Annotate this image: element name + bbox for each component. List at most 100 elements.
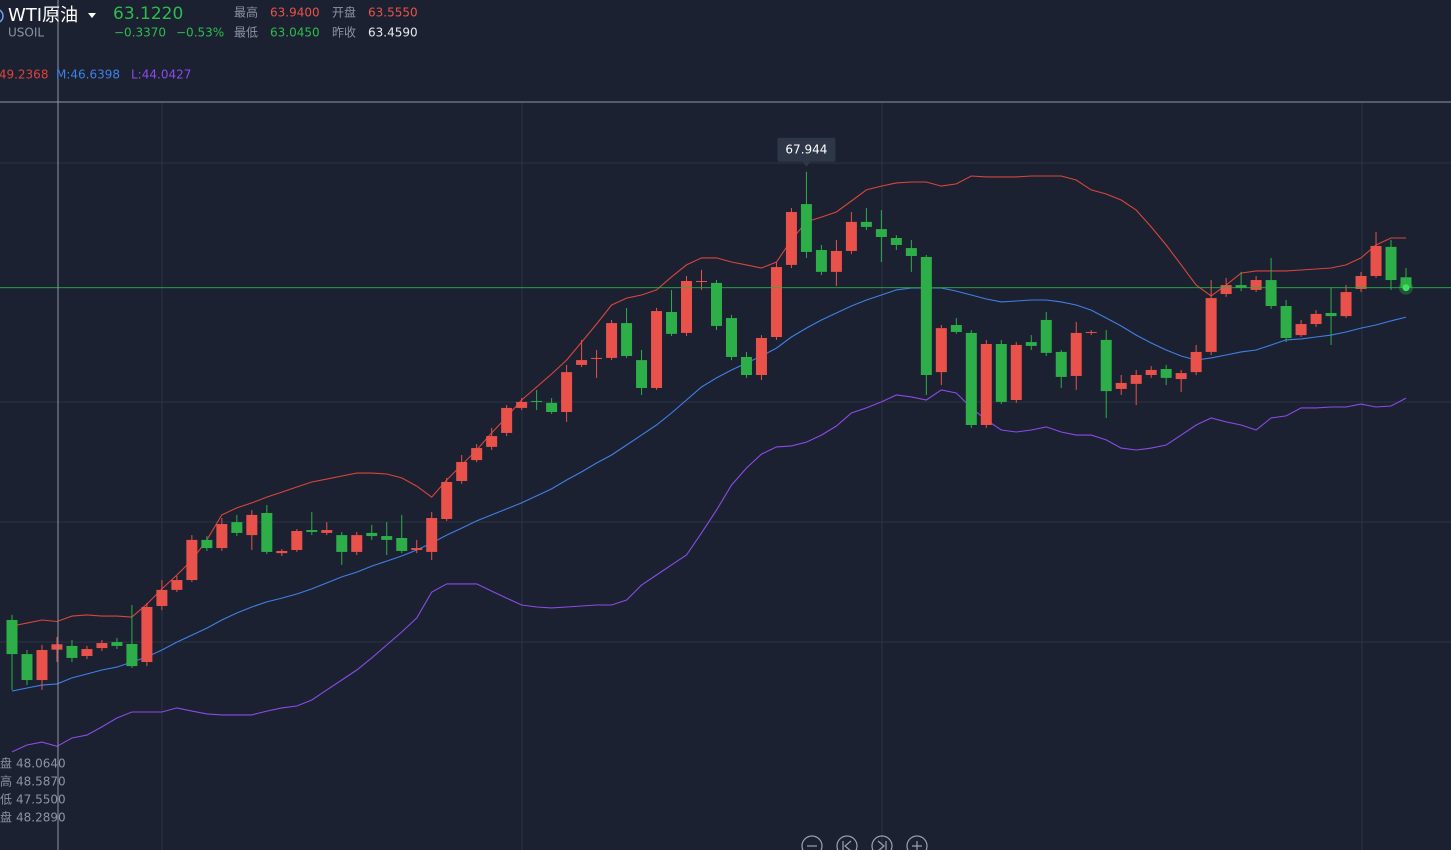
annotation-text: 67.944 <box>785 142 827 156</box>
candle-body <box>126 643 138 667</box>
candle-body <box>576 360 588 365</box>
candle-body <box>456 462 468 482</box>
zoom-controls <box>801 835 928 850</box>
candle-body <box>426 518 438 552</box>
candle-body <box>905 248 917 257</box>
candle-body <box>1235 285 1247 288</box>
candle-body <box>1400 277 1412 288</box>
candle-body <box>1145 369 1157 375</box>
candle-body <box>366 532 378 537</box>
band-line <box>11 389 1407 753</box>
candle-body <box>231 522 243 533</box>
candle-body <box>246 514 258 536</box>
info-value: 48.5870 <box>16 775 66 789</box>
candle-body <box>770 267 782 338</box>
candle-body <box>1130 375 1142 384</box>
candle-body <box>396 537 408 551</box>
candle-body <box>351 535 363 552</box>
candle-body <box>710 282 722 326</box>
candle-body <box>1220 285 1232 294</box>
candle-body <box>261 512 273 552</box>
stat-label: 开盘 <box>332 5 356 20</box>
zoom-out[interactable] <box>801 835 823 850</box>
candle-body <box>1115 382 1127 389</box>
candle-body <box>36 650 48 681</box>
candle-body <box>276 550 288 554</box>
candle-body <box>171 580 183 590</box>
candle-body <box>321 530 333 533</box>
candle-body <box>1085 331 1097 333</box>
candle-body <box>411 548 423 550</box>
candle-body <box>1280 306 1292 338</box>
annotation-box <box>777 137 836 162</box>
candle-body <box>201 539 213 549</box>
candle-body <box>950 325 962 332</box>
candle-body <box>1385 246 1397 281</box>
plot: 67.944 <box>0 137 1451 753</box>
go-end[interactable] <box>871 835 893 850</box>
candle-body <box>516 401 528 408</box>
candle-body <box>755 337 767 375</box>
header: WTI原油 USOIL 63.1220 −0.3370 −0.53% 最高 63… <box>0 4 418 40</box>
go-end-icon <box>877 840 887 850</box>
stat-value: 63.5550 <box>368 6 418 20</box>
candle-body <box>621 323 633 357</box>
candle-body <box>51 644 63 650</box>
candle-body <box>636 360 648 388</box>
go-start-icon <box>842 840 852 850</box>
candle-body <box>381 536 393 540</box>
candle-body <box>725 318 737 357</box>
candle-body <box>1040 319 1052 353</box>
candle-body <box>1310 313 1322 325</box>
candle-body <box>860 221 872 227</box>
info-value: 47.5500 <box>16 793 66 807</box>
candle-body <box>486 436 498 447</box>
candle-body <box>531 400 543 402</box>
symbol-code: USOIL <box>8 26 44 40</box>
band-line <box>11 175 1406 627</box>
candle-body <box>111 642 123 646</box>
grid <box>0 102 1451 850</box>
dropdown-arrow[interactable] <box>88 13 96 18</box>
crosshair-info: 开盘 48.0640 最高 48.5870 最低 47.5500 收盘 48.2… <box>0 756 66 825</box>
zoom-in[interactable] <box>906 835 928 850</box>
candle-body <box>980 343 992 425</box>
candle-body <box>216 524 228 549</box>
info-label: 最高 <box>0 774 12 789</box>
candle-body <box>501 407 513 433</box>
candle-body <box>1205 298 1217 352</box>
candle-body <box>1055 351 1067 377</box>
candle-body <box>291 531 303 550</box>
change: −0.3370 <box>114 26 166 40</box>
zoom-in-icon <box>912 841 922 850</box>
indicator-upper: U:49.2368 <box>0 68 48 82</box>
candle-body <box>875 229 887 238</box>
candle-body <box>1160 368 1172 378</box>
candle-body <box>96 643 108 649</box>
symbol[interactable]: WTI原油 <box>8 5 78 26</box>
candle-body <box>1010 344 1022 400</box>
candle-body <box>935 328 947 373</box>
go-start[interactable] <box>836 835 858 850</box>
stat-value: 63.9400 <box>270 6 320 20</box>
candle-body <box>1250 280 1262 290</box>
candle-body <box>696 281 708 283</box>
indicator-lower: L:44.0427 <box>131 68 191 82</box>
candle-body <box>21 654 33 681</box>
info-value: 48.2890 <box>16 811 66 825</box>
stat-label: 昨收 <box>332 26 356 40</box>
candle-body <box>740 356 752 375</box>
candle-body <box>591 357 603 359</box>
stat-label: 最高 <box>234 5 258 20</box>
candle-body <box>1175 373 1187 380</box>
candle-body <box>471 448 483 461</box>
candle-body <box>845 221 857 251</box>
candle-body <box>81 649 93 657</box>
info-label: 最低 <box>0 793 12 807</box>
stat-label: 最低 <box>234 26 258 40</box>
info-value: 48.0640 <box>16 757 66 771</box>
candle-body <box>1355 275 1367 289</box>
candle-body <box>156 589 168 607</box>
candle-body <box>561 372 573 413</box>
